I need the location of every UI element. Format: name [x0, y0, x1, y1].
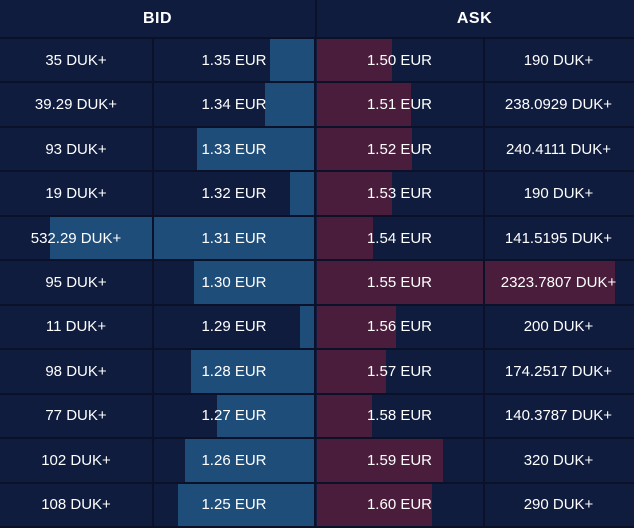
bid-depth-bar [290, 172, 314, 215]
ask-depth-bar [317, 350, 386, 393]
order-book-row[interactable]: 93 DUK+ 1.33 EUR 1.52 EUR 240.4111 DUK+ [0, 127, 634, 173]
ask-depth-bar [317, 39, 393, 82]
bid-price: 1.28 EUR [154, 350, 316, 393]
bid-quantity: 11 DUK+ [0, 305, 154, 349]
bid-price: 1.32 EUR [154, 172, 316, 215]
ask-price: 1.60 EUR [316, 483, 485, 526]
bid-quantity: 98 DUK+ [0, 350, 154, 393]
ask-depth-bar [317, 127, 412, 171]
bid-quantity: 19 DUK+ [0, 172, 154, 215]
order-book-row[interactable]: 108 DUK+ 1.25 EUR 1.60 EUR 290 DUK+ [0, 483, 634, 528]
ask-quantity: 190 DUK+ [523, 185, 594, 203]
bid-depth-bar [190, 350, 314, 393]
order-book-rows: 35 DUK+ 1.35 EUR 1.50 EUR 190 DUK+ 39.29… [0, 39, 634, 528]
bid-quantity: 35 DUK+ [0, 39, 154, 82]
row-cells: 95 DUK+ 1.30 EUR 1.55 EUR 2323.7807 DUK+ [0, 261, 634, 304]
bid-quantity: 93 DUK+ [0, 127, 154, 171]
bid-price: 1.33 EUR [154, 127, 316, 171]
ask-depth-bar [317, 172, 393, 215]
order-book-row[interactable]: 102 DUK+ 1.26 EUR 1.59 EUR 320 DUK+ [0, 439, 634, 484]
ask-depth-bar [317, 439, 444, 482]
bid-depth-bar [50, 216, 314, 260]
ask-quantity: 290 DUK+ [523, 496, 594, 514]
bid-quantity: 532.29 DUK+ [0, 216, 154, 260]
order-book-row[interactable]: 35 DUK+ 1.35 EUR 1.50 EUR 190 DUK+ [0, 39, 634, 84]
ask-price: 1.58 EUR [316, 394, 485, 438]
row-cells: 19 DUK+ 1.32 EUR 1.53 EUR 190 DUK+ [0, 172, 634, 215]
bid-quantity: 102 DUK+ [0, 439, 154, 482]
ask-price: 1.50 EUR [316, 39, 485, 82]
order-book-row[interactable]: 98 DUK+ 1.28 EUR 1.57 EUR 174.2517 DUK+ [0, 350, 634, 395]
ask-price: 1.57 EUR [316, 350, 485, 393]
row-cells: 77 DUK+ 1.27 EUR 1.58 EUR 140.3787 DUK+ [0, 394, 634, 438]
ask-price: 1.54 EUR [316, 216, 485, 260]
ask-quantity: 174.2517 DUK+ [504, 362, 613, 380]
ask-quantity: 238.0929 DUK+ [504, 96, 613, 114]
ask-quantity: 240.4111 DUK+ [506, 140, 611, 158]
ask-column-header: ASK [456, 9, 493, 27]
bid-quantity: 95 DUK+ [0, 261, 154, 304]
bid-price: 1.34 EUR [154, 83, 316, 126]
ask-depth-bar [317, 483, 432, 526]
bid-price: 1.27 EUR [154, 394, 316, 438]
row-cells: 98 DUK+ 1.28 EUR 1.57 EUR 174.2517 DUK+ [0, 350, 634, 393]
ask-quantity: 2323.7807 DUK+ [500, 273, 617, 291]
ask-depth-bar [317, 394, 373, 438]
order-book-row[interactable]: 39.29 DUK+ 1.34 EUR 1.51 EUR 238.0929 DU… [0, 83, 634, 128]
ask-depth-bar [317, 305, 396, 349]
ask-quantity: 190 DUK+ [523, 51, 594, 69]
row-cells: 39.29 DUK+ 1.34 EUR 1.51 EUR 238.0929 DU… [0, 83, 634, 126]
bid-price: 1.35 EUR [154, 39, 316, 82]
ask-quantity: 140.3787 DUK+ [504, 407, 613, 425]
row-cells: 102 DUK+ 1.26 EUR 1.59 EUR 320 DUK+ [0, 439, 634, 482]
bid-price: 1.29 EUR [154, 305, 316, 349]
ask-price: 1.55 EUR [316, 261, 485, 304]
bid-depth-bar [177, 483, 314, 526]
order-book-row[interactable]: 77 DUK+ 1.27 EUR 1.58 EUR 140.3787 DUK+ [0, 394, 634, 440]
ask-price: 1.53 EUR [316, 172, 485, 215]
order-book-row[interactable]: 532.29 DUK+ 1.31 EUR 1.54 EUR 141.5195 D… [0, 216, 634, 262]
bid-price: 1.26 EUR [154, 439, 316, 482]
bid-price: 1.31 EUR [154, 216, 316, 260]
bid-column-header: BID [0, 0, 317, 37]
bid-depth-bar [194, 261, 314, 304]
row-cells: 11 DUK+ 1.29 EUR 1.56 EUR 200 DUK+ [0, 305, 634, 349]
order-book-row[interactable]: 95 DUK+ 1.30 EUR 1.55 EUR 2323.7807 DUK+ [0, 261, 634, 306]
ask-depth-bar [317, 83, 412, 126]
order-book-row[interactable]: 19 DUK+ 1.32 EUR 1.53 EUR 190 DUK+ [0, 172, 634, 217]
order-book-header: BID ASK [0, 0, 634, 39]
bid-depth-bar [185, 439, 314, 482]
row-cells: 35 DUK+ 1.35 EUR 1.50 EUR 190 DUK+ [0, 39, 634, 82]
bid-quantity: 39.29 DUK+ [0, 83, 154, 126]
bid-depth-bar [300, 305, 314, 349]
bid-quantity: 108 DUK+ [0, 483, 154, 526]
ask-price: 1.51 EUR [316, 83, 485, 126]
order-book-row[interactable]: 11 DUK+ 1.29 EUR 1.56 EUR 200 DUK+ [0, 305, 634, 351]
bid-depth-bar [196, 127, 314, 171]
row-cells: 93 DUK+ 1.33 EUR 1.52 EUR 240.4111 DUK+ [0, 127, 634, 171]
ask-price: 1.56 EUR [316, 305, 485, 349]
ask-quantity: 200 DUK+ [523, 318, 594, 336]
bid-quantity: 77 DUK+ [0, 394, 154, 438]
row-cells: 108 DUK+ 1.25 EUR 1.60 EUR 290 DUK+ [0, 483, 634, 526]
bid-depth-bar [269, 39, 314, 82]
row-cells: 532.29 DUK+ 1.31 EUR 1.54 EUR 141.5195 D… [0, 216, 634, 260]
ask-price: 1.52 EUR [316, 127, 485, 171]
bid-price: 1.25 EUR [154, 483, 316, 526]
ask-price: 1.59 EUR [316, 439, 485, 482]
bid-depth-bar [216, 394, 314, 438]
bid-price: 1.30 EUR [154, 261, 316, 304]
ask-depth-bar [317, 261, 615, 304]
ask-quantity: 320 DUK+ [523, 451, 594, 469]
ask-quantity: 141.5195 DUK+ [504, 229, 613, 247]
ask-depth-bar [317, 216, 373, 260]
bid-depth-bar [264, 83, 314, 126]
